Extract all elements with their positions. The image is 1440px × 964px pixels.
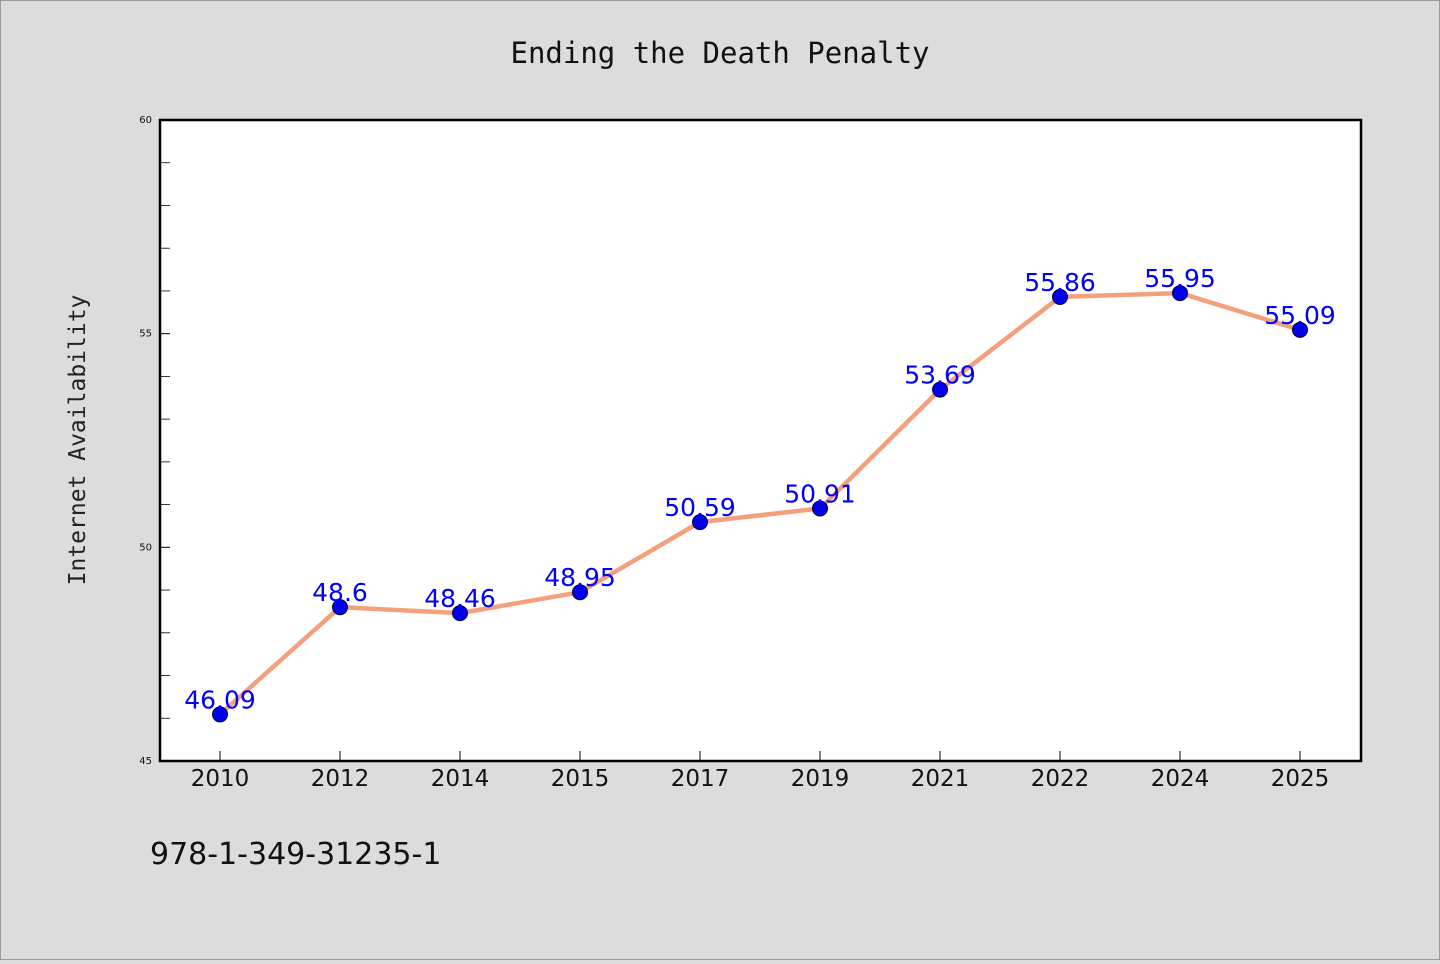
data-point — [572, 584, 588, 601]
x-tick-label: 2012 — [311, 766, 370, 792]
data-label: 48.6 — [312, 578, 368, 607]
plot-area — [158, 118, 1363, 763]
data-labels: 46.09 48.6 48.46 48.95 50.59 50.91 53.69 55.86 5… — [184, 264, 1336, 714]
x-tick-label: 2014 — [431, 766, 490, 792]
x-tick-label: 2021 — [911, 766, 970, 792]
data-point — [212, 706, 228, 723]
data-point — [1172, 285, 1188, 302]
y-axis: 45 50 55 60 — [139, 115, 170, 767]
y-axis-title: Internet Availability — [65, 295, 91, 586]
data-label: 55.86 — [1024, 268, 1096, 297]
series-line — [217, 290, 1303, 717]
series-markers — [212, 285, 1308, 723]
chart-title: Ending the Death Penalty — [510, 36, 929, 70]
x-axis: 2010 2012 2014 2015 2017 2019 2021 2022 2024 2025 — [191, 751, 1330, 792]
footer-identifier: 978-1-349-31235-1 — [150, 837, 441, 872]
data-point — [332, 599, 348, 616]
data-point — [692, 514, 708, 531]
data-point — [932, 381, 948, 398]
data-label: 50.59 — [664, 493, 736, 522]
data-point — [812, 500, 828, 517]
data-point — [452, 605, 468, 622]
x-tick-label: 2010 — [191, 766, 250, 792]
x-tick-label: 2019 — [791, 766, 850, 792]
x-tick-label: 2017 — [671, 766, 730, 792]
data-point — [1052, 288, 1068, 305]
data-label: 50.91 — [784, 479, 856, 508]
x-tick-label: 2025 — [1271, 766, 1330, 792]
data-label: 48.95 — [544, 563, 616, 592]
data-label: 48.46 — [424, 584, 496, 613]
x-tick-label: 2024 — [1151, 766, 1210, 792]
x-tick-label: 2015 — [551, 766, 610, 792]
y-tick-label: 55 — [139, 329, 152, 340]
data-point — [1292, 321, 1308, 338]
y-tick-label: 45 — [139, 756, 152, 767]
y-tick-label: 60 — [139, 115, 152, 126]
data-label: 55.95 — [1144, 264, 1216, 293]
data-label: 46.09 — [184, 685, 256, 714]
data-label: 55.09 — [1264, 301, 1336, 330]
series-line-group — [217, 290, 1303, 717]
data-label: 53.69 — [904, 361, 976, 390]
y-tick-label: 50 — [139, 542, 152, 553]
x-tick-label: 2022 — [1031, 766, 1090, 792]
